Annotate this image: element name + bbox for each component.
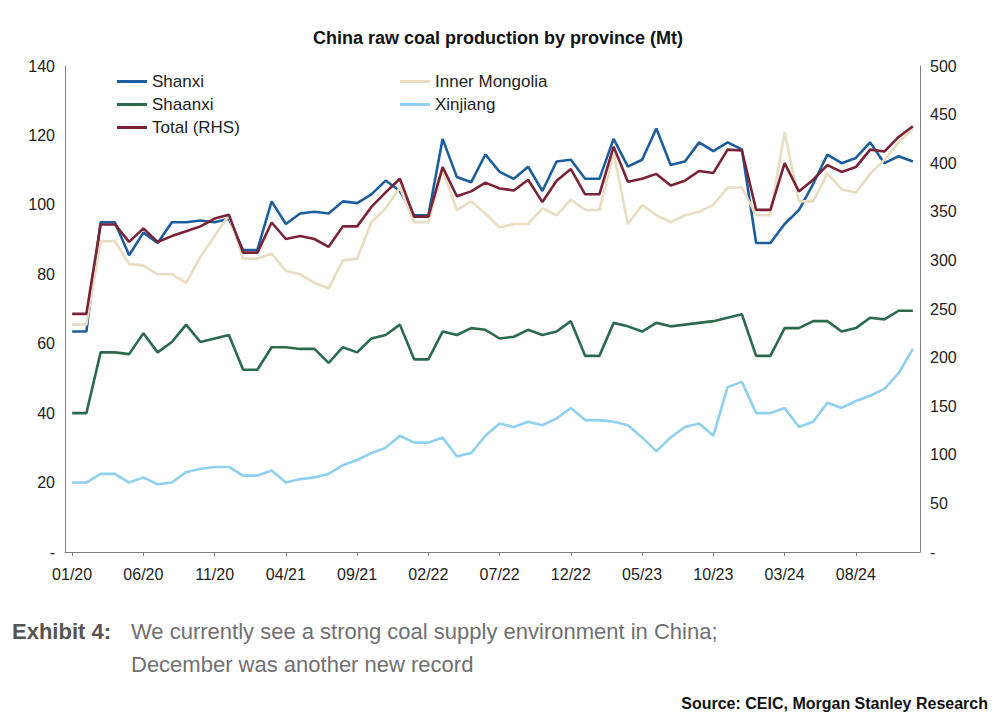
svg-text:100: 100	[28, 196, 55, 213]
svg-text:Source: CEIC, Morgan Stanley R: Source: CEIC, Morgan Stanley Research	[681, 695, 988, 712]
svg-text:China raw coal production by p: China raw coal production by province (M…	[313, 28, 683, 48]
svg-text:150: 150	[930, 398, 957, 415]
svg-text:02/22: 02/22	[408, 566, 448, 583]
svg-text:80: 80	[37, 266, 55, 283]
svg-text:350: 350	[930, 203, 957, 220]
svg-text:40: 40	[37, 405, 55, 422]
svg-text:12/22: 12/22	[551, 566, 591, 583]
svg-text:450: 450	[930, 106, 957, 123]
svg-text:120: 120	[28, 127, 55, 144]
svg-text:Xinjiang: Xinjiang	[435, 95, 496, 114]
svg-text:09/21: 09/21	[337, 566, 377, 583]
svg-text:-: -	[930, 544, 935, 561]
svg-text:10/23: 10/23	[693, 566, 733, 583]
svg-text:03/24: 03/24	[765, 566, 805, 583]
svg-text:Shaanxi: Shaanxi	[152, 95, 213, 114]
svg-text:-: -	[50, 544, 55, 561]
svg-text:We currently see a strong coal: We currently see a strong coal supply en…	[131, 619, 718, 644]
svg-text:50: 50	[930, 495, 948, 512]
svg-text:05/23: 05/23	[622, 566, 662, 583]
svg-text:140: 140	[28, 58, 55, 75]
svg-text:60: 60	[37, 335, 55, 352]
svg-text:500: 500	[930, 58, 957, 75]
svg-text:Inner Mongolia: Inner Mongolia	[435, 72, 548, 91]
svg-text:400: 400	[930, 155, 957, 172]
svg-text:200: 200	[930, 349, 957, 366]
svg-text:04/21: 04/21	[266, 566, 306, 583]
svg-text:Exhibit 4:: Exhibit 4:	[12, 619, 111, 644]
svg-text:250: 250	[930, 301, 957, 318]
svg-text:07/22: 07/22	[480, 566, 520, 583]
svg-text:06/20: 06/20	[123, 566, 163, 583]
svg-text:08/24: 08/24	[836, 566, 876, 583]
svg-text:Shanxi: Shanxi	[152, 72, 204, 91]
svg-text:01/20: 01/20	[52, 566, 92, 583]
svg-text:11/20: 11/20	[195, 566, 234, 583]
svg-text:100: 100	[930, 446, 957, 463]
svg-text:20: 20	[37, 474, 55, 491]
svg-text:December was another new recor: December was another new record	[131, 652, 473, 677]
svg-text:Total (RHS): Total (RHS)	[152, 118, 240, 137]
svg-text:300: 300	[930, 252, 957, 269]
